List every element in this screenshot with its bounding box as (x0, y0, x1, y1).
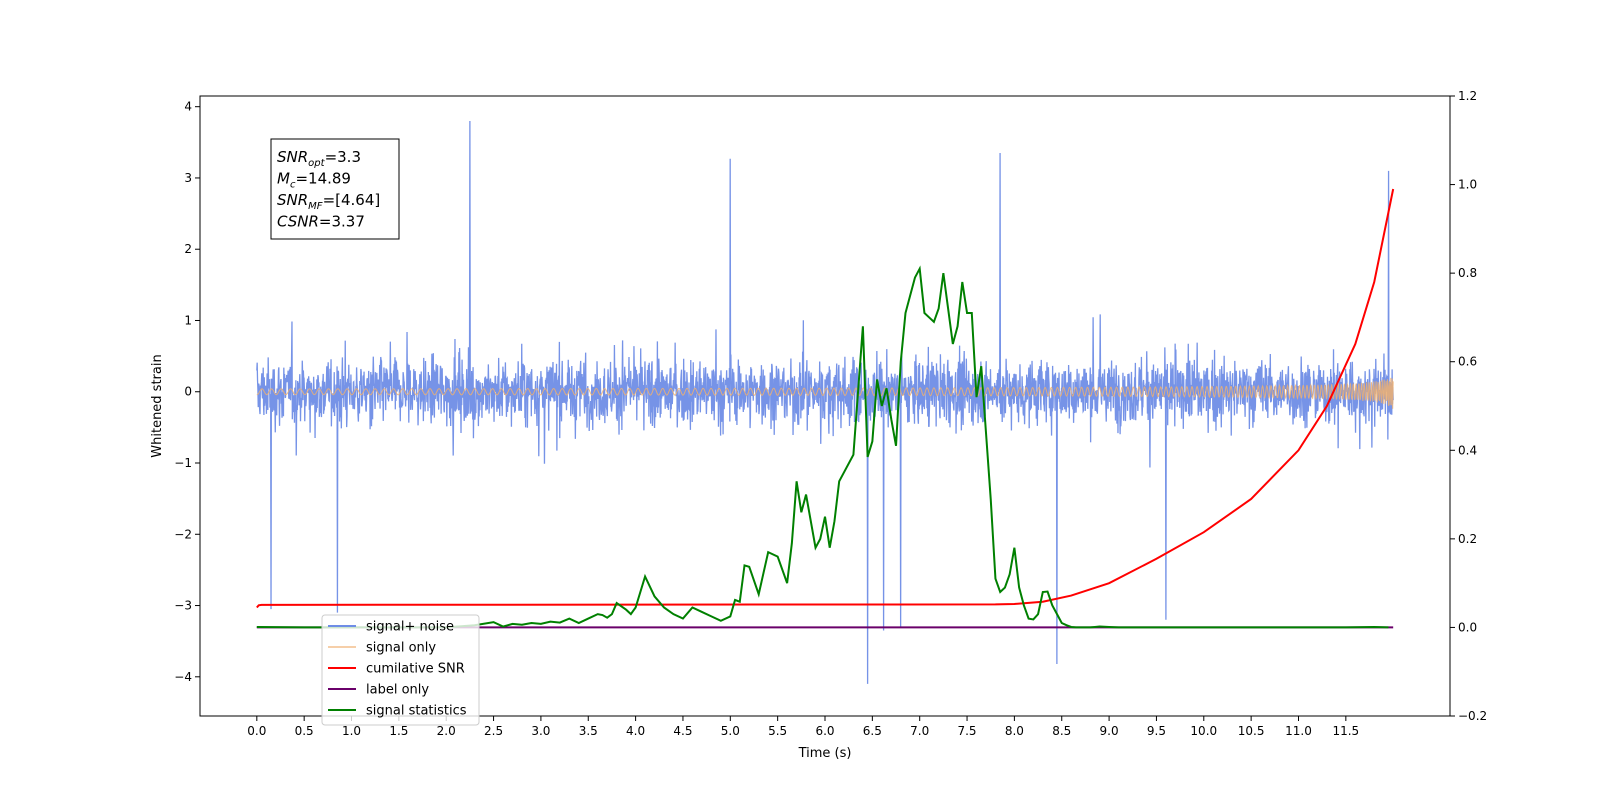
y-axis-left: −4 −3 −2 −1 0 1 2 3 4 (174, 100, 200, 684)
x-tick-label: 5.5 (768, 724, 787, 738)
x-tick-label: 6.0 (815, 724, 834, 738)
legend-frame (321, 614, 480, 726)
series-line-signal-only (256, 377, 1394, 409)
series-line-signal-noise (256, 120, 1394, 684)
y2-tick-label: 0.6 (1458, 355, 1477, 369)
x-tick-label: 1.0 (342, 724, 361, 738)
y-tick-label: −3 (174, 599, 192, 613)
y2-tick-label: 0.4 (1458, 443, 1477, 457)
legend: signal+ noise signal only cumilative SNR la… (321, 614, 480, 726)
legend-entry: cumilative SNR (366, 662, 465, 677)
x-tick-label: 5.0 (721, 724, 740, 738)
legend-entry: signal only (366, 641, 436, 656)
x-tick-label: 0.0 (247, 724, 266, 738)
y-axis-label: Whitened strain (150, 354, 165, 457)
y2-tick-label: 0.0 (1458, 620, 1477, 634)
y-tick-label: −4 (174, 670, 192, 684)
x-axis: 0.0 0.5 1.0 1.5 2.0 2.5 3.0 3.5 4.0 4.5 5.0 5.5 6.0 6… (247, 716, 1359, 738)
x-tick-label: 10.0 (1190, 724, 1217, 738)
x-tick-label: 9.5 (1147, 724, 1166, 738)
y-tick-label: 1 (184, 313, 192, 327)
x-tick-label: 11.0 (1285, 724, 1312, 738)
x-tick-label: 4.0 (626, 724, 645, 738)
series-line-signal-statistics (256, 265, 1389, 629)
y-tick-label: −2 (174, 527, 192, 541)
x-tick-label: 2.0 (437, 724, 456, 738)
y2-tick-label: 0.8 (1458, 266, 1477, 280)
y-tick-label: 4 (184, 100, 192, 114)
series-line-cumilative-snr (256, 188, 1395, 609)
x-tick-label: 6.5 (863, 724, 882, 738)
y-tick-label: −1 (174, 456, 192, 470)
y-axis-right: −0.2 0.0 0.2 0.4 0.6 0.8 1.0 1.2 (1450, 89, 1487, 723)
legend-entry: signal+ noise (366, 620, 454, 635)
y-tick-label: 0 (184, 385, 192, 399)
y-tick-label: 2 (184, 242, 192, 256)
x-tick-label: 7.0 (910, 724, 929, 738)
x-tick-label: 3.0 (531, 724, 550, 738)
legend-entry: signal statistics (366, 704, 467, 719)
x-tick-label: 1.5 (389, 724, 408, 738)
annotation-line: SNRopt=3.3 (277, 148, 361, 169)
x-tick-label: 0.5 (295, 724, 314, 738)
x-tick-label: 11.5 (1332, 724, 1359, 738)
x-tick-label: 2.5 (484, 724, 503, 738)
x-axis-label: Time (s) (798, 746, 852, 761)
annotation-line: SNRMF=[4.64] (277, 191, 380, 212)
annotation-line: Mc=14.89 (277, 170, 351, 191)
x-tick-label: 7.5 (957, 724, 976, 738)
x-tick-label: 10.5 (1238, 724, 1265, 738)
legend-entry: label only (366, 683, 429, 698)
x-tick-label: 3.5 (579, 724, 598, 738)
y2-tick-label: 1.2 (1458, 89, 1477, 103)
annotation-line: CSNR=3.37 (277, 213, 365, 231)
x-tick-label: 9.0 (1100, 724, 1119, 738)
x-tick-label: 8.0 (1005, 724, 1024, 738)
y2-tick-label: 0.2 (1458, 532, 1477, 546)
y2-tick-label: 1.0 (1458, 178, 1477, 192)
x-tick-label: 4.5 (673, 724, 692, 738)
y2-tick-label: −0.2 (1458, 709, 1487, 723)
x-tick-label: 8.5 (1052, 724, 1071, 738)
y-tick-label: 3 (184, 171, 192, 185)
